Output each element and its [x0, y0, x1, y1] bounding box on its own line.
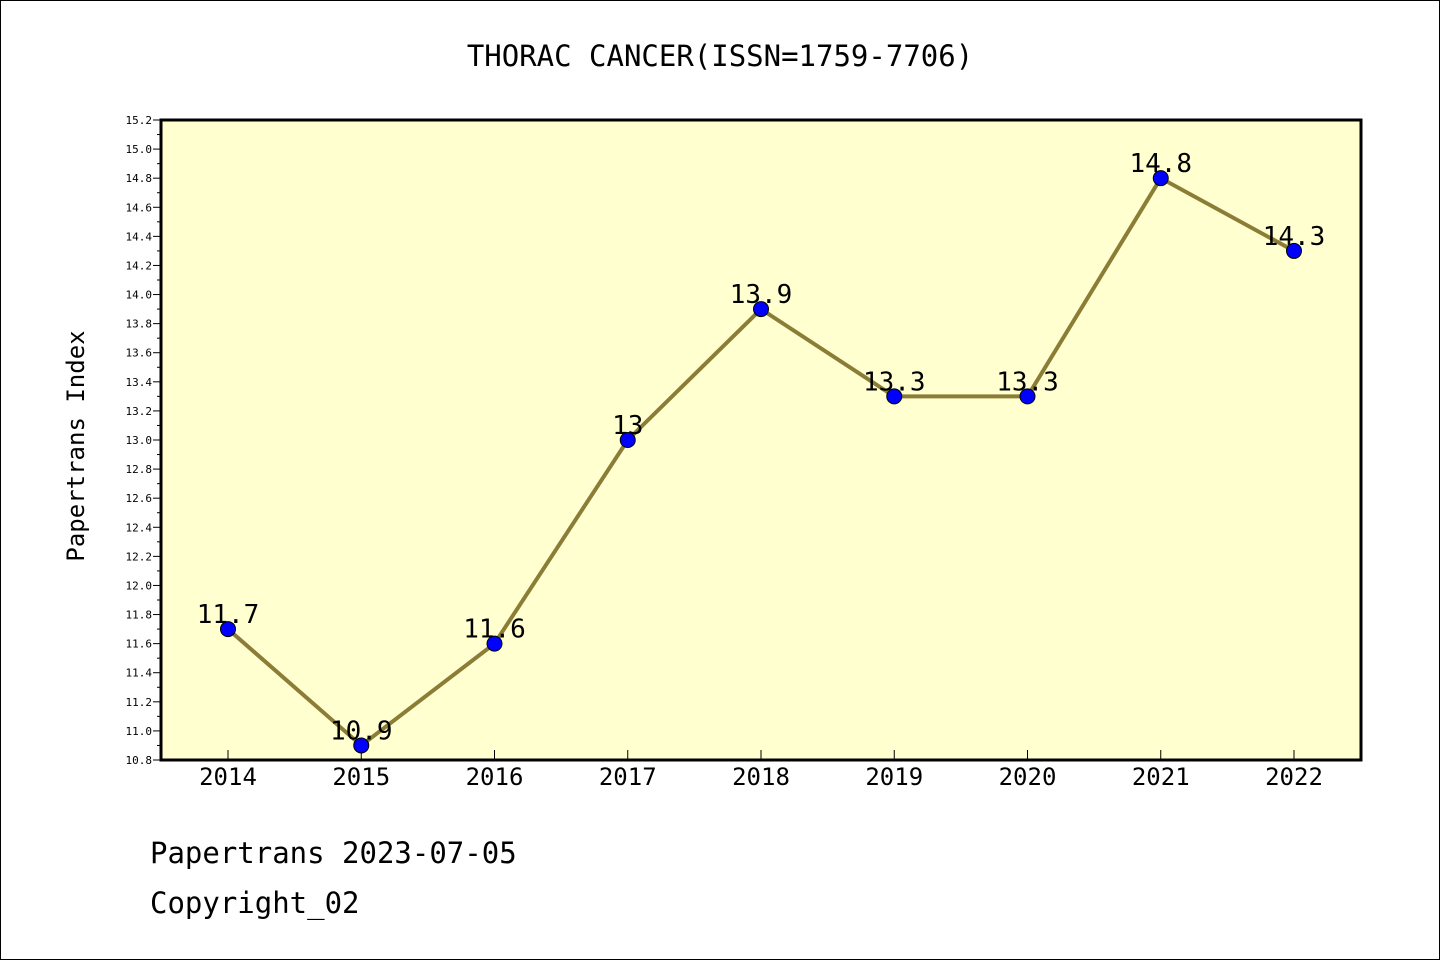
y-tick-label: 13.4 — [126, 376, 153, 389]
y-tick-label: 13.0 — [126, 434, 153, 447]
y-axis: 10.8 11.0 11.2 11.4 11.6 11.8 12.0 12.2 12.4 12.6… — [126, 114, 161, 767]
data-label: 11.7 — [197, 600, 260, 630]
x-tick-label: 2014 — [199, 763, 257, 791]
y-tick-label: 12.8 — [126, 463, 153, 476]
data-point — [486, 635, 503, 652]
footer-date-line: Papertrans 2023-07-05 — [150, 836, 517, 870]
data-label: 13 — [612, 411, 643, 441]
y-tick-label: 13.8 — [126, 318, 153, 331]
data-label: 14.8 — [1129, 149, 1192, 179]
y-tick-label: 12.2 — [126, 550, 153, 563]
x-tick-label: 2022 — [1265, 763, 1323, 791]
data-label: 13.3 — [863, 367, 926, 397]
plot-area — [159, 118, 1363, 762]
y-tick-label: 15.0 — [126, 143, 153, 156]
y-tick-label: 15.2 — [126, 114, 153, 127]
x-axis: 2014 2015 2016 2017 2018 2019 2020 2021 2022 — [199, 750, 1323, 791]
y-tick-label: 12.0 — [126, 579, 153, 592]
footer-copyright: Copyright_02 — [150, 886, 360, 920]
y-tick-label: 11.2 — [126, 696, 153, 709]
y-tick-label: 14.0 — [126, 289, 153, 302]
data-point — [353, 737, 370, 754]
y-tick-label: 10.8 — [126, 754, 153, 767]
data-label: 11.6 — [463, 615, 526, 645]
x-tick-label: 2018 — [732, 763, 790, 791]
x-tick-label: 2017 — [599, 763, 657, 791]
x-tick-label: 2020 — [999, 763, 1057, 791]
data-label: 10.9 — [330, 716, 393, 746]
series-points — [220, 170, 1302, 754]
x-tick-label: 2015 — [332, 763, 390, 791]
data-point — [1019, 388, 1036, 405]
y-tick-label: 11.6 — [126, 638, 153, 651]
y-tick-label: 12.6 — [126, 492, 153, 505]
data-labels: 11.7 10.9 11.6 13 13.9 13.3 13.3 14.8 14.3 — [197, 149, 1326, 746]
data-point — [619, 432, 636, 448]
y-tick-label: 14.6 — [126, 201, 153, 214]
data-label: 14.3 — [1263, 222, 1326, 252]
y-tick-label: 14.4 — [126, 230, 153, 243]
y-tick-label: 13.6 — [126, 347, 153, 360]
data-point — [1152, 170, 1169, 187]
data-point — [220, 621, 236, 638]
y-tick-label: 13.2 — [126, 405, 153, 418]
data-point — [886, 388, 903, 405]
x-tick-label: 2016 — [466, 763, 524, 791]
data-label: 13.3 — [996, 367, 1059, 397]
y-tick-label: 11.4 — [126, 667, 153, 680]
data-point — [753, 301, 769, 318]
y-tick-label: 14.2 — [126, 259, 153, 272]
y-tick-label: 12.4 — [126, 521, 153, 534]
data-label: 13.9 — [730, 280, 793, 310]
y-tick-label: 11.8 — [126, 609, 153, 622]
x-tick-label: 2021 — [1132, 763, 1190, 791]
y-tick-label: 14.8 — [126, 172, 153, 185]
y-axis-label: Papertrans Index — [62, 330, 90, 561]
data-point — [1286, 242, 1302, 259]
x-tick-label: 2019 — [865, 763, 923, 791]
chart-title: THORAC CANCER(ISSN=1759-7706) — [467, 39, 973, 73]
y-tick-label: 11.0 — [126, 725, 153, 738]
